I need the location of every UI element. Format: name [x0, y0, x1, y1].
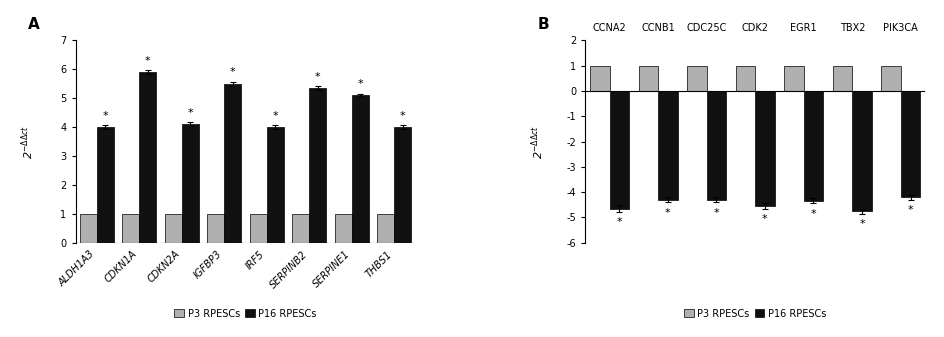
Bar — [901, 91, 920, 197]
Text: *: * — [762, 214, 767, 224]
Text: *: * — [908, 205, 914, 215]
Bar — [309, 88, 327, 243]
Text: *: * — [145, 56, 150, 66]
Text: *: * — [665, 208, 670, 218]
Bar — [207, 214, 224, 243]
Bar — [334, 214, 351, 243]
Text: *: * — [400, 111, 405, 121]
Text: *: * — [859, 219, 865, 229]
Legend: P3 RPESCs, P16 RPESCs: P3 RPESCs, P16 RPESCs — [680, 305, 831, 323]
Bar — [852, 91, 871, 211]
Bar — [707, 91, 726, 200]
Bar — [735, 66, 755, 91]
Bar — [351, 95, 368, 243]
Text: A: A — [28, 17, 40, 32]
Bar — [687, 66, 707, 91]
Bar — [882, 66, 901, 91]
Bar — [225, 84, 241, 243]
Bar — [96, 127, 113, 243]
Bar — [394, 127, 411, 243]
Text: 2$^{-\Delta\Delta ct}$: 2$^{-\Delta\Delta ct}$ — [530, 125, 546, 158]
Text: *: * — [358, 79, 362, 89]
Bar — [140, 72, 156, 243]
Bar — [266, 127, 283, 243]
Bar — [249, 214, 267, 243]
Bar — [181, 124, 198, 243]
Bar — [833, 66, 852, 91]
Text: *: * — [714, 208, 719, 218]
Text: *: * — [811, 209, 817, 219]
Bar — [377, 214, 395, 243]
Bar — [803, 91, 823, 201]
Text: *: * — [315, 72, 320, 82]
Bar — [658, 91, 678, 200]
Text: 2$^{-\Delta\Delta ct}$: 2$^{-\Delta\Delta ct}$ — [20, 125, 36, 158]
Bar — [293, 214, 310, 243]
Bar — [755, 91, 775, 206]
Bar — [590, 66, 610, 91]
Text: *: * — [273, 111, 278, 121]
Bar — [164, 214, 181, 243]
Text: *: * — [230, 67, 235, 78]
Legend: P3 RPESCs, P16 RPESCs: P3 RPESCs, P16 RPESCs — [170, 305, 321, 323]
Text: *: * — [188, 108, 193, 118]
Bar — [610, 91, 629, 209]
Bar — [79, 214, 96, 243]
Text: *: * — [616, 217, 622, 227]
Text: B: B — [538, 17, 549, 32]
Bar — [122, 214, 140, 243]
Bar — [639, 66, 658, 91]
Text: *: * — [103, 111, 108, 121]
Bar — [784, 66, 803, 91]
